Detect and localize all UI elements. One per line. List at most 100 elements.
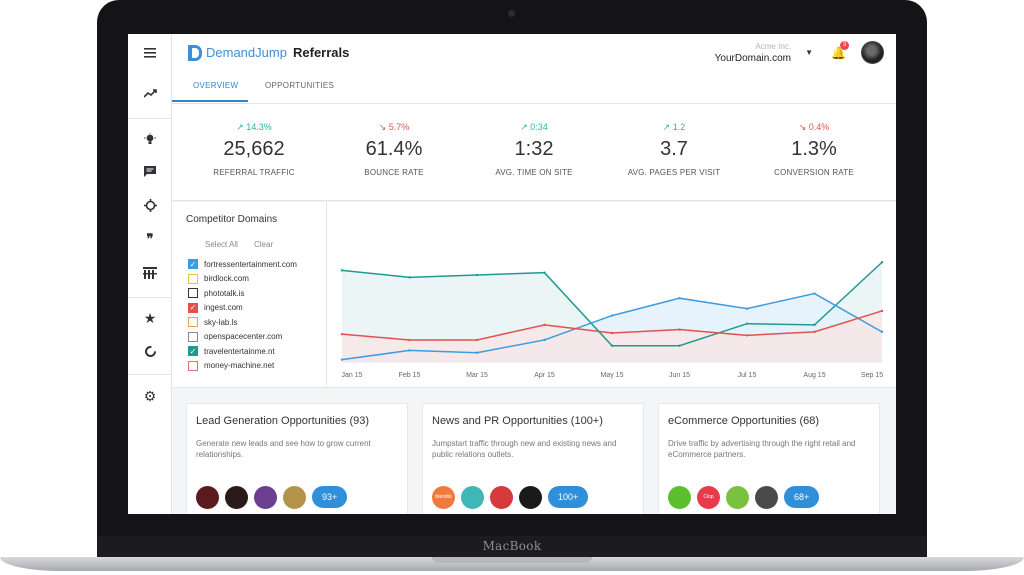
data-point[interactable] — [610, 344, 614, 347]
checkbox-checked[interactable]: ✓ — [188, 302, 198, 313]
select-all-link[interactable]: Select All — [205, 240, 238, 249]
more-opportunities-button[interactable]: 100+ — [548, 486, 589, 508]
competitor-item[interactable]: phototalk.is — [188, 287, 244, 299]
rail-divider — [128, 118, 172, 119]
clear-link[interactable]: Clear — [254, 240, 274, 249]
tab-overview[interactable]: OVERVIEW — [193, 81, 239, 90]
lightbulb-icon[interactable] — [128, 129, 172, 149]
brand-logo-3[interactable] — [254, 485, 277, 509]
menu-icon[interactable] — [128, 43, 172, 63]
data-point[interactable] — [543, 323, 546, 327]
checkbox[interactable] — [188, 288, 198, 298]
checkbox[interactable] — [188, 317, 198, 327]
competitor-item[interactable]: money-machine.net — [188, 360, 274, 372]
more-opportunities-button[interactable]: 68+ — [784, 486, 820, 508]
filter-icon[interactable] — [128, 263, 172, 283]
data-point[interactable] — [745, 322, 749, 325]
gear-icon[interactable]: ⚙ — [143, 387, 157, 404]
kpi-strip: ↗ 14.3% 25,662 REFERRAL TRAFFIC ↘ 5.7% 6… — [172, 104, 896, 201]
checkbox[interactable] — [188, 331, 198, 342]
data-point[interactable] — [745, 334, 749, 337]
data-point[interactable] — [678, 297, 681, 300]
data-point[interactable] — [408, 349, 411, 352]
card-title[interactable]: Lead Generation Opportunities (93) — [196, 415, 370, 427]
competitor-item[interactable]: sky-lab.ls — [188, 316, 237, 328]
series-area — [342, 310, 882, 362]
kpi-label: AVG. TIME ON SITE — [495, 168, 573, 177]
ecommerce-card[interactable]: eCommerce Opportunities (68) Drive traff… — [658, 403, 880, 514]
app-header: DemandJump Referrals Acme Inc. YourDomai… — [172, 34, 896, 104]
checkbox-checked[interactable]: ✓ — [188, 346, 198, 356]
data-point[interactable] — [340, 269, 344, 272]
rail-divider — [128, 297, 172, 298]
data-point[interactable] — [813, 323, 816, 327]
data-point[interactable] — [340, 332, 344, 336]
card-title[interactable]: eCommerce Opportunities (68) — [668, 415, 820, 427]
data-point[interactable] — [880, 330, 884, 334]
quote-icon[interactable]: ❞ — [146, 231, 154, 246]
chevron-down-icon[interactable]: ▼ — [805, 48, 813, 57]
account-domain[interactable]: YourDomain.com — [714, 53, 791, 64]
brand-logo-4[interactable] — [283, 485, 306, 509]
app-logo-text[interactable]: DemandJump — [206, 45, 287, 60]
competitor-item[interactable]: birdlock.com — [188, 273, 249, 285]
avatar[interactable] — [861, 41, 884, 64]
data-point[interactable] — [610, 331, 614, 335]
data-point[interactable] — [880, 261, 884, 264]
brand-logo-6[interactable] — [461, 485, 484, 509]
data-point[interactable] — [340, 358, 344, 361]
checkbox[interactable] — [188, 360, 198, 371]
refresh-icon[interactable] — [128, 341, 172, 361]
more-opportunities-button[interactable]: 93+ — [312, 486, 348, 508]
camera — [508, 10, 515, 17]
data-point[interactable] — [475, 338, 479, 342]
brand-logo-2[interactable] — [225, 485, 248, 509]
brand-logo-8[interactable] — [519, 485, 542, 509]
brand-logo-11[interactable] — [726, 485, 749, 509]
data-point[interactable] — [475, 351, 479, 354]
chat-icon[interactable] — [128, 161, 172, 181]
competitor-domain: ingest.com — [204, 303, 243, 312]
kpi-conversion-rate: ↘ 0.4% 1.3% CONVERSION RATE — [744, 104, 884, 201]
brand-logo-7[interactable] — [490, 485, 513, 509]
kpi-value: 25,662 — [223, 138, 285, 160]
bezel-chin — [97, 536, 927, 560]
data-point[interactable] — [880, 309, 884, 313]
trend-icon[interactable] — [128, 83, 172, 103]
competitor-item[interactable]: openspacecenter.com — [188, 331, 282, 343]
competitor-item[interactable]: ✓ fortressentertainment.com — [188, 258, 297, 270]
competitor-item[interactable]: ✓ travelentertainme.nt — [188, 345, 275, 357]
blendio-logo[interactable]: blendio — [432, 485, 455, 509]
lead-generation-card[interactable]: Lead Generation Opportunities (93) Gener… — [186, 403, 408, 514]
active-tab-indicator — [172, 100, 248, 102]
news-pr-card[interactable]: News and PR Opportunities (100+) Jumpsta… — [422, 403, 644, 514]
brand-logo-1[interactable] — [196, 485, 219, 509]
clop-logo[interactable]: Clop — [697, 485, 720, 509]
data-point[interactable] — [408, 276, 411, 279]
target-icon[interactable] — [128, 195, 172, 215]
data-point[interactable] — [745, 307, 749, 310]
card-title[interactable]: News and PR Opportunities (100+) — [432, 415, 603, 427]
star-icon[interactable]: ★ — [143, 309, 157, 326]
device-brand-label: MacBook — [482, 539, 542, 553]
tab-opportunities[interactable]: OPPORTUNITIES — [265, 81, 335, 90]
competitor-domain: openspacecenter.com — [204, 332, 283, 341]
demandjump-logo-icon — [188, 45, 202, 61]
kpi-label: REFERRAL TRAFFIC — [213, 168, 295, 177]
competitor-item[interactable]: ✓ ingest.com — [188, 302, 243, 314]
brand-logo-12[interactable] — [755, 485, 778, 509]
kpi-delta: 14.3% — [246, 122, 272, 132]
data-point[interactable] — [543, 271, 546, 274]
data-point[interactable] — [408, 338, 411, 342]
data-point[interactable] — [610, 314, 614, 317]
data-point[interactable] — [678, 328, 681, 331]
checkbox-checked[interactable]: ✓ — [188, 259, 198, 269]
competitor-domain: phototalk.is — [204, 288, 245, 298]
data-point[interactable] — [678, 344, 681, 347]
checkbox[interactable] — [188, 273, 198, 284]
data-point[interactable] — [543, 338, 546, 342]
brand-logo-9[interactable] — [668, 485, 691, 509]
data-point[interactable] — [813, 292, 816, 295]
data-point[interactable] — [475, 273, 479, 277]
data-point[interactable] — [813, 330, 816, 334]
